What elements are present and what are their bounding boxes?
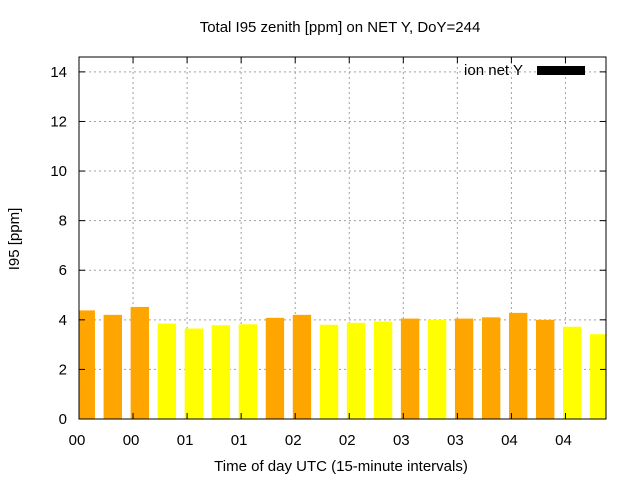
bar xyxy=(536,319,555,419)
y-axis-label: I95 [ppm] xyxy=(6,208,23,271)
bar xyxy=(427,319,447,419)
plot-frame xyxy=(78,56,607,420)
y-tick-label: 12 xyxy=(50,113,67,130)
legend-swatch xyxy=(537,66,585,75)
chart-title: Total I95 zenith [ppm] on NET Y, DoY=244 xyxy=(200,19,481,36)
bar xyxy=(130,306,149,419)
grid xyxy=(79,57,606,419)
x-tick-label: 04 xyxy=(555,432,572,449)
bar xyxy=(184,328,204,419)
x-tick-label: 03 xyxy=(447,432,464,449)
x-tick-label: 03 xyxy=(393,432,410,449)
bar xyxy=(292,314,312,419)
y-tick-label: 4 xyxy=(59,312,67,329)
bars xyxy=(79,306,606,419)
bar xyxy=(563,326,582,419)
bar xyxy=(238,324,258,419)
bar xyxy=(590,334,606,419)
y-tick-label: 8 xyxy=(59,213,67,230)
bar xyxy=(79,310,95,419)
y-tick-label: 14 xyxy=(50,64,67,81)
legend: ion net Y xyxy=(464,62,585,79)
y-tick-label: 6 xyxy=(59,262,67,279)
legend-label: ion net Y xyxy=(464,62,523,79)
bar xyxy=(346,322,366,419)
x-tick-label: 01 xyxy=(177,432,194,449)
bar xyxy=(481,317,501,419)
bar xyxy=(211,325,231,419)
x-tick-label: 00 xyxy=(69,432,86,449)
x-axis-label: Time of day UTC (15-minute intervals) xyxy=(214,458,468,475)
bar xyxy=(157,323,177,419)
x-tick-label: 04 xyxy=(501,432,518,449)
x-tick-label: 02 xyxy=(339,432,356,449)
bar xyxy=(103,314,122,419)
bar xyxy=(265,317,285,419)
bar xyxy=(508,312,528,419)
x-tick-label: 02 xyxy=(285,432,302,449)
y-tick-label: 10 xyxy=(50,163,67,180)
bar xyxy=(454,318,474,419)
x-tick-label: 01 xyxy=(231,432,248,449)
bar xyxy=(319,324,339,419)
bar xyxy=(373,321,393,419)
x-tick-label: 00 xyxy=(123,432,140,449)
bar xyxy=(400,318,420,419)
y-tick-label: 0 xyxy=(59,411,67,428)
y-tick-label: 2 xyxy=(59,361,67,378)
